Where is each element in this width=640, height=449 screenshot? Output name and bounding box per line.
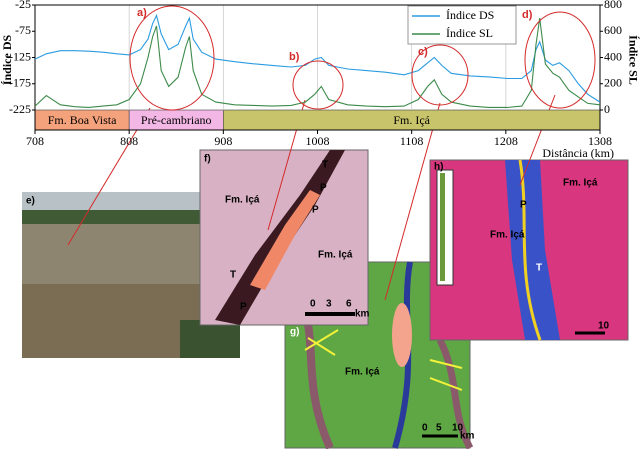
unit-label: Fm. Içá [490,230,525,241]
y2-tick-label: 0 [604,102,610,116]
formation-label: Fm. Boa Vista [48,113,117,127]
annotation-circle [411,44,469,106]
panel-label: g) [290,327,299,338]
x-tick-label: 708 [26,134,44,148]
x-tick-label: 1308 [588,134,612,148]
trees [22,210,240,224]
y-tick-label: -75 [15,23,31,37]
y2-tick-label: 200 [604,76,622,90]
y-tick-label: -125 [9,49,31,63]
legend-label: Índice DS [446,8,494,22]
river [518,159,542,341]
annotation-label: d) [522,9,533,21]
panel-f: f) Fm. Içá Fm. Içá T P P T P 0 3 6 km [199,149,370,326]
x-tick-label: 808 [120,134,138,148]
arrow [304,329,339,351]
annotation-label: b) [289,51,300,63]
unit-label: Fm. Içá [225,195,260,206]
unit-label: P [312,205,319,216]
river [436,338,474,449]
floodplain [505,160,560,340]
unit-label: Fm. Içá [563,178,598,189]
unit-label: T [536,263,542,274]
annotation-circle [524,11,596,109]
annotation-circle [292,60,344,110]
formation-label: Fm. Içá [393,113,430,127]
sky [22,192,240,214]
y2-tick-label: 800 [604,0,622,11]
arrow [307,337,336,356]
x-tick-label: 1008 [306,134,330,148]
annotation-label: a) [137,7,147,19]
scale-label: 10 [598,321,610,332]
colorbar [440,173,445,281]
connector [384,102,441,301]
scale-label: 10 [452,423,464,434]
x-tick-label: 1208 [494,134,518,148]
scale-label: km [355,309,370,320]
chart: Fm. Boa Vista Pré-cambriano Fm. Içá 708 808 9… [0,0,640,160]
y-axis-label: Índice DS [0,35,14,86]
scale-label: 3 [326,299,332,310]
connector [67,107,151,246]
scale-label: 0 [422,423,428,434]
highlight [392,303,412,367]
formation-label: Pré-cambriano [141,113,212,127]
unit-label: T [322,160,328,171]
y2-axis-label: Índice SL [626,35,640,85]
panel-label: e) [26,196,35,207]
unit-label: P [240,302,247,313]
legend-box [407,5,517,45]
scale-label: km [460,431,475,442]
scale-label: 5 [436,423,442,434]
foliage [180,320,240,358]
y2-tick-label: 400 [604,49,622,63]
unit-label: Fm. Içá [345,367,380,378]
arrow [429,377,463,391]
panel-label: h) [434,162,443,173]
annotation-label: c) [418,46,428,58]
annotation-circle [129,5,215,111]
y-tick-label: -225 [9,102,31,116]
x-tick-label: 908 [214,134,232,148]
panel-label: f) [204,154,211,165]
panel-h: h) Fm. Içá Fm. Içá P T 10 [429,159,629,341]
y2-tick-label: 600 [604,23,622,37]
y-tick-label: -175 [9,76,31,90]
highlight [250,190,320,290]
unit-label: Fm. Içá [318,250,353,261]
unit-label: P [520,200,527,211]
scale-label: 6 [346,299,352,310]
scale-label: 0 [310,299,316,310]
unit-label: T [230,270,236,281]
x-tick-label: 1108 [400,134,424,148]
data-line [34,18,601,108]
x-axis-label: Distância (km) [542,146,614,160]
y-tick-label: -25 [15,0,31,11]
unit-label: P [320,183,327,194]
arrow [429,359,463,369]
legend-label: Índice SL [446,26,493,40]
scale-bar [305,312,355,316]
